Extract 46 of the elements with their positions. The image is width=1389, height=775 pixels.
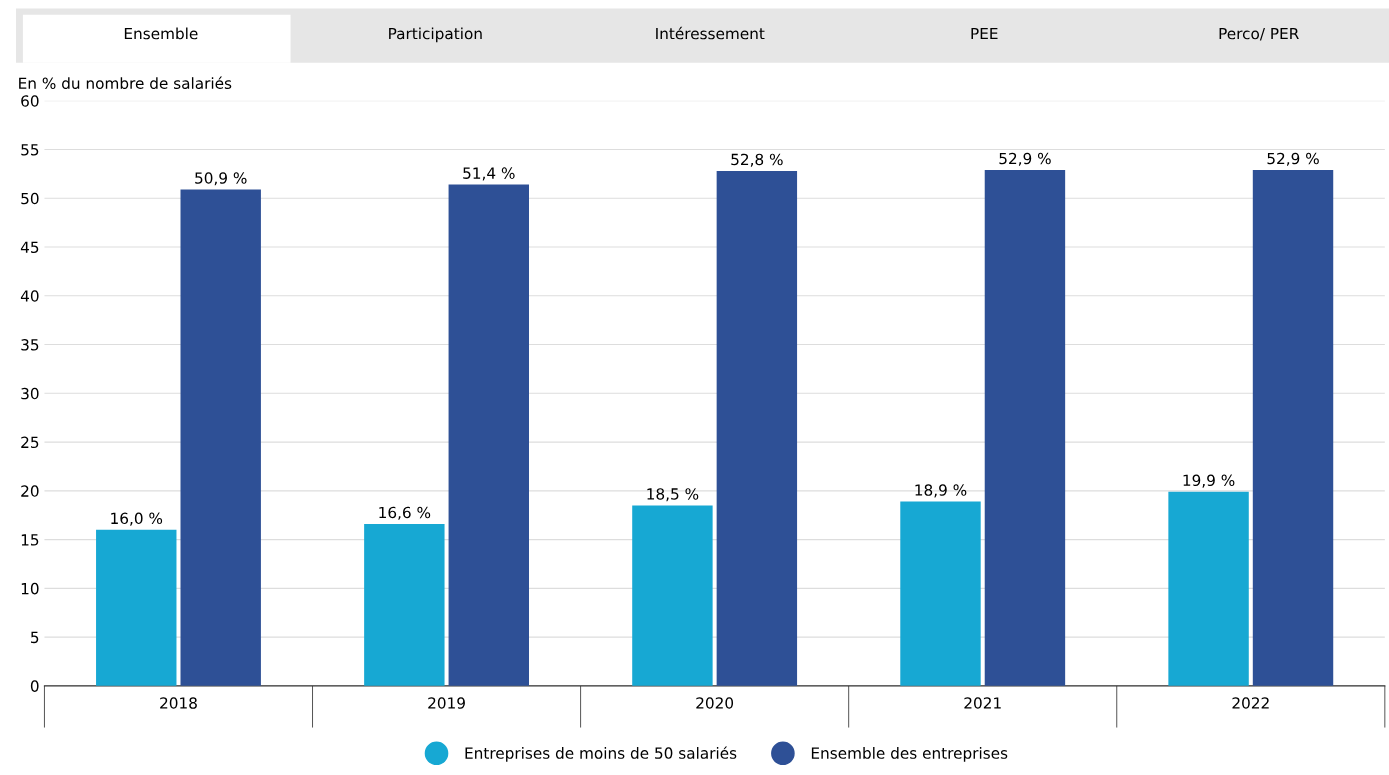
text: Participation [389,27,482,43]
y-tick-label: 30 [21,387,39,400]
y-tick-label: 40 [20,290,39,302]
bar [632,505,713,686]
x-tick-label: 2020 [696,697,734,709]
x-tick-label: 2018 [160,697,197,709]
bar [1168,491,1249,686]
y-tick-label: 35 [21,339,39,351]
data-label: 19,9 % [1183,474,1235,488]
y-tick-label: 50 [21,192,39,205]
bar [900,501,981,686]
legend-label: Ensemble des entreprises [811,747,1008,762]
text: Perco/ PER [1219,27,1299,41]
data-label: 52,9 % [1267,152,1319,166]
y-tick-label: 5 [31,631,39,644]
y-tick-label: 20 [21,485,39,497]
y-tick-label: 25 [21,436,39,449]
data-label: 18,9 % [915,484,967,498]
y-tick-label: 0 [30,680,39,692]
x-tick-label: 2021 [964,697,1001,709]
text: Intéressement [656,26,765,40]
data-label: 52,9 % [999,152,1051,166]
x-tick-label: 2019 [428,697,465,709]
y-tick-label: 15 [21,534,39,546]
bar [1252,169,1334,686]
bar [984,169,1066,686]
x-tick-label: 2022 [1232,697,1269,709]
data-label: 52,8 % [731,153,783,167]
text: Ensemble [124,27,198,40]
data-label: 50,9 % [195,172,247,186]
y-tick-label: 55 [21,144,39,156]
y-axis-title: En % du nombre de salariés [19,76,232,90]
y-tick-label: 60 [21,95,39,107]
data-label: 16,0 % [111,512,163,526]
y-tick-label: 10 [21,582,39,595]
bar [448,184,529,686]
bar [716,170,798,686]
legend-label: Entreprises de moins de 50 salariés [465,746,737,762]
y-tick-label: 45 [20,241,39,254]
bar [364,523,445,686]
data-label: 18,5 % [647,488,699,502]
bar [96,529,177,686]
data-label: 51,4 % [463,167,515,181]
bar [180,189,261,686]
text: PEE [971,27,998,40]
data-label: 16,6 % [379,506,431,520]
